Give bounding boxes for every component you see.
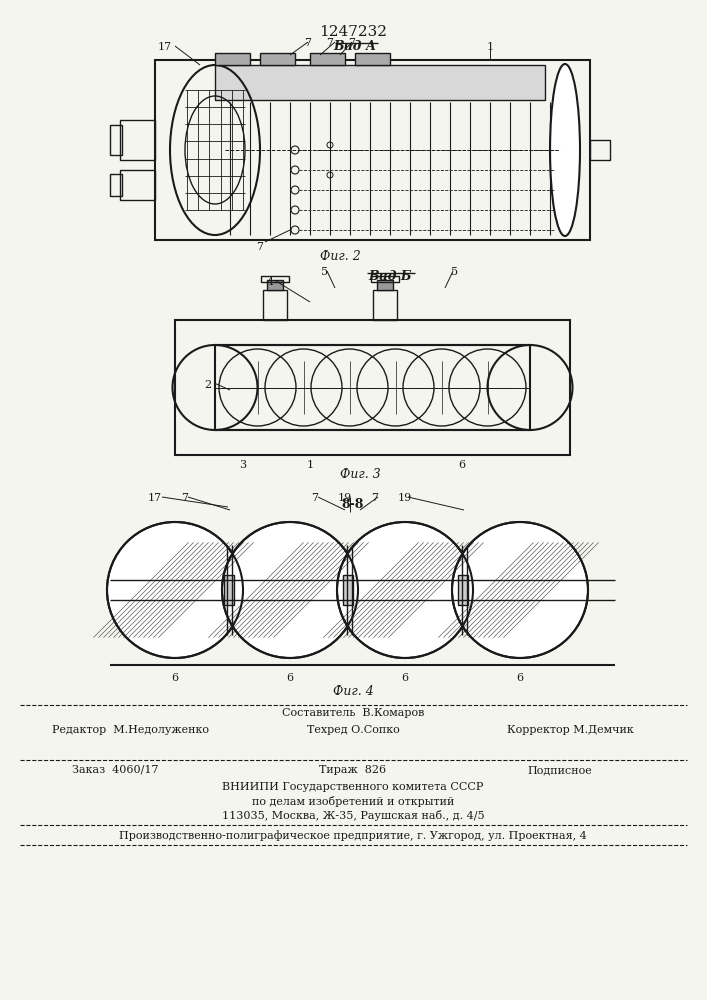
Text: Техред О.Сопко: Техред О.Сопко: [307, 725, 399, 735]
Text: 7: 7: [257, 242, 264, 252]
Text: Корректор М.Демчик: Корректор М.Демчик: [507, 725, 633, 735]
Text: 7: 7: [327, 38, 334, 48]
Bar: [373, 290, 397, 320]
Text: 113035, Москва, Ж-35, Раушская наб., д. 4/5: 113035, Москва, Ж-35, Раушская наб., д. …: [222, 810, 484, 821]
Circle shape: [107, 522, 243, 658]
Text: 6: 6: [516, 673, 524, 683]
Text: 17: 17: [158, 42, 172, 52]
Bar: [343, 575, 353, 605]
Text: 7: 7: [305, 38, 312, 48]
Text: 6: 6: [402, 673, 409, 683]
Bar: [224, 575, 234, 605]
Bar: [215, 53, 250, 65]
Text: 1: 1: [486, 42, 493, 52]
Text: 3: 3: [240, 460, 247, 470]
Text: 5: 5: [452, 267, 459, 277]
Text: Фиг. 2: Фиг. 2: [320, 250, 361, 263]
Text: 8-8: 8-8: [341, 498, 364, 511]
Text: 7: 7: [312, 493, 318, 503]
Text: 4: 4: [267, 277, 274, 287]
Text: 7: 7: [182, 493, 189, 503]
Bar: [120, 170, 155, 200]
Text: Подписное: Подписное: [527, 765, 592, 775]
Text: Заказ  4060/17: Заказ 4060/17: [71, 765, 158, 775]
Text: 1247232: 1247232: [319, 25, 387, 39]
Text: ВНИИПИ Государственного комитета СССР: ВНИИПИ Государственного комитета СССР: [222, 782, 484, 792]
Bar: [371, 276, 399, 282]
Bar: [215, 65, 545, 100]
Bar: [263, 290, 287, 320]
Text: Составитель  В.Комаров: Составитель В.Комаров: [282, 708, 424, 718]
Text: Вид Б: Вид Б: [368, 270, 411, 283]
Text: 7: 7: [349, 38, 356, 48]
Bar: [110, 125, 122, 155]
Text: 6: 6: [458, 460, 466, 470]
Bar: [260, 53, 295, 65]
Bar: [310, 53, 345, 65]
Text: 17: 17: [148, 493, 162, 503]
Text: 6: 6: [171, 673, 179, 683]
Text: 2: 2: [204, 380, 211, 390]
Text: 5: 5: [322, 267, 329, 277]
Text: 19: 19: [398, 493, 412, 503]
Text: по делам изобретений и открытий: по делам изобретений и открытий: [252, 796, 454, 807]
Text: Вид А: Вид А: [334, 40, 377, 53]
Text: 19: 19: [338, 493, 352, 503]
Text: Тираж  826: Тираж 826: [320, 765, 387, 775]
Text: Фиг. 4: Фиг. 4: [332, 685, 373, 698]
Bar: [110, 174, 122, 196]
Circle shape: [452, 522, 588, 658]
Text: Производственно-полиграфическое предприятие, г. Ужгород, ул. Проектная, 4: Производственно-полиграфическое предприя…: [119, 830, 587, 841]
Bar: [355, 53, 390, 65]
Circle shape: [222, 522, 358, 658]
Text: Фиг. 3: Фиг. 3: [339, 468, 380, 481]
Bar: [155, 60, 590, 240]
Ellipse shape: [550, 64, 580, 236]
Bar: [175, 320, 570, 455]
Circle shape: [337, 522, 473, 658]
Bar: [590, 140, 610, 160]
Bar: [120, 120, 155, 160]
Bar: [267, 280, 283, 290]
Text: 1: 1: [306, 460, 314, 470]
Text: Редактор  М.Недолуженко: Редактор М.Недолуженко: [52, 725, 209, 735]
Bar: [458, 575, 468, 605]
Text: 7: 7: [371, 493, 378, 503]
Bar: [261, 276, 289, 282]
Bar: [377, 280, 393, 290]
Text: 6: 6: [286, 673, 293, 683]
